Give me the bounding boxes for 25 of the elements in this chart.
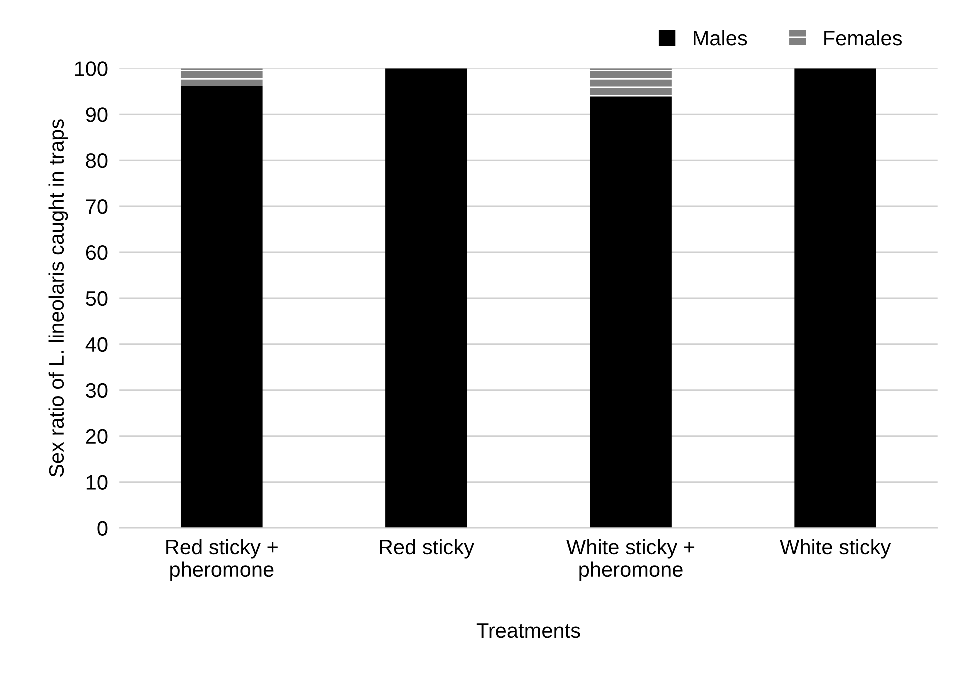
y-tick-label: 80 — [86, 154, 108, 168]
bar — [590, 68, 672, 98]
x-tick-label: Red sticky + pheromone — [166, 539, 278, 582]
x-tick-label: White sticky — [780, 539, 892, 559]
y-tick-label: 0 — [98, 521, 108, 536]
y-tick-label: 10 — [86, 475, 108, 490]
y-tick-label: 90 — [86, 108, 108, 122]
y-tick-label: 60 — [86, 245, 108, 260]
x-tick-label: White sticky + pheromone — [566, 539, 695, 582]
x-tick-label: Red sticky — [380, 539, 474, 559]
y-tick-label: 20 — [86, 429, 108, 444]
y-tick-label: 50 — [86, 291, 108, 306]
bar — [180, 86, 263, 528]
legend-label: Males — [694, 30, 748, 46]
y-axis-title: Sex ratio of L. lineolaris caught in traps — [48, 120, 68, 477]
bar — [590, 98, 672, 528]
legend-label: Females — [824, 30, 902, 46]
bar — [180, 68, 263, 87]
bar — [386, 68, 468, 528]
y-tick-label: 100 — [75, 62, 108, 76]
y-tick-label: 70 — [86, 199, 108, 214]
y-tick-label: 40 — [86, 337, 108, 352]
bar — [794, 68, 876, 528]
x-axis-title: Treatments — [476, 624, 580, 638]
y-tick-label: 30 — [86, 383, 108, 398]
